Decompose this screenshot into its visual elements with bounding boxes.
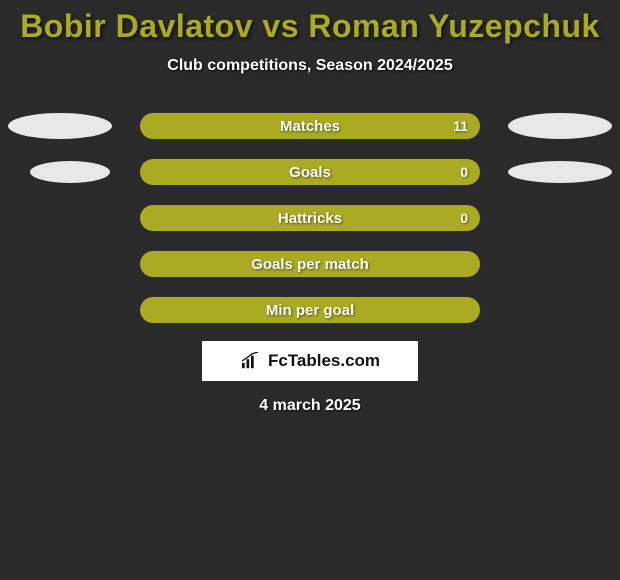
- brand-text: FcTables.com: [268, 351, 380, 371]
- stat-row-min-per-goal: Min per goal: [0, 297, 620, 323]
- stat-row-matches: Matches 11: [0, 113, 620, 139]
- brand-badge: FcTables.com: [202, 341, 418, 381]
- stat-bar: Goals 0: [140, 159, 480, 185]
- stat-bar: Goals per match: [140, 251, 480, 277]
- right-ellipse: [508, 113, 612, 139]
- stat-label: Goals: [289, 164, 331, 181]
- stat-row-goals: Goals 0: [0, 159, 620, 185]
- stat-row-goals-per-match: Goals per match: [0, 251, 620, 277]
- stat-label: Min per goal: [266, 302, 354, 319]
- stat-value: 11: [453, 118, 468, 134]
- stat-bar: Min per goal: [140, 297, 480, 323]
- stats-list: Matches 11 Goals 0 Hattricks 0 Goals per…: [0, 113, 620, 323]
- page-title: Bobir Davlatov vs Roman Yuzepchuk: [0, 8, 620, 45]
- left-ellipse: [8, 113, 112, 139]
- left-ellipse: [30, 161, 110, 183]
- subtitle: Club competitions, Season 2024/2025: [0, 57, 620, 75]
- stat-label: Hattricks: [278, 210, 342, 227]
- right-ellipse: [508, 161, 612, 183]
- stat-row-hattricks: Hattricks 0: [0, 205, 620, 231]
- stat-bar: Hattricks 0: [140, 205, 480, 231]
- infographic-container: Bobir Davlatov vs Roman Yuzepchuk Club c…: [0, 0, 620, 415]
- date-label: 4 march 2025: [0, 397, 620, 415]
- stat-label: Goals per match: [251, 256, 369, 273]
- stat-label: Matches: [280, 118, 340, 135]
- stat-value: 0: [460, 164, 468, 180]
- stat-bar: Matches 11: [140, 113, 480, 139]
- chart-icon: [240, 352, 262, 370]
- stat-value: 0: [460, 210, 468, 226]
